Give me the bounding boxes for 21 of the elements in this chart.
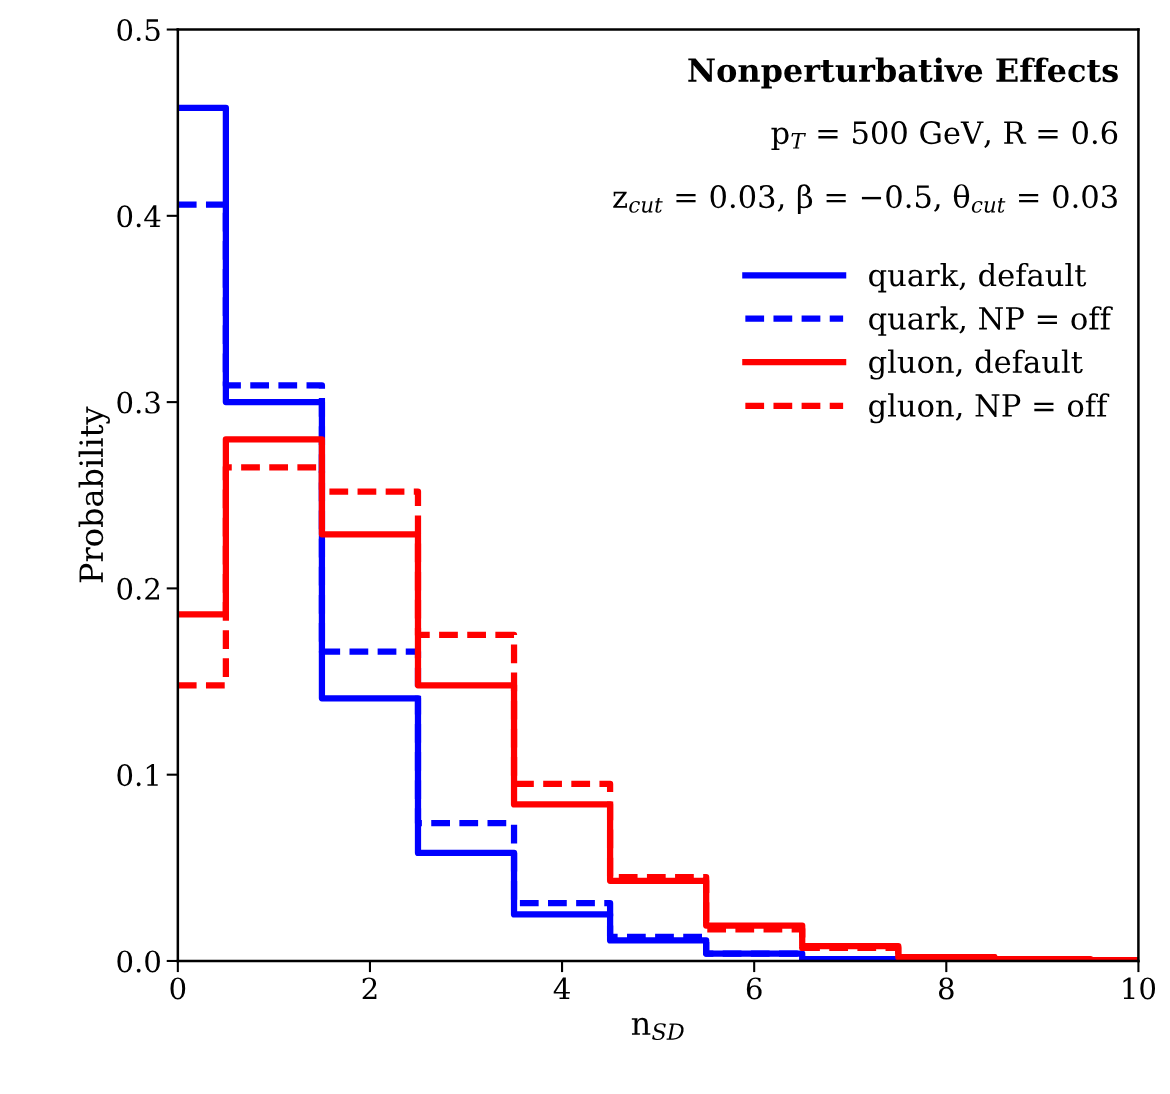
annotation: z$_{cut}$ = 0.03, β = −0.5, θ$_{cut}$ = 0.03	[613, 184, 1117, 215]
legend-label: quark, default	[869, 262, 1087, 293]
x-tick-label: 6	[746, 977, 762, 1000]
y-axis-title: Probability	[78, 406, 110, 583]
x-tick-label: 8	[938, 977, 954, 1000]
x-tick-label: 0	[170, 977, 186, 1000]
y-tick-label: 0.3	[117, 391, 160, 414]
x-tick-label: 10	[1123, 977, 1156, 1000]
x-tick-label: 2	[362, 977, 377, 1000]
y-tick-label: 0.4	[117, 205, 161, 228]
legend-label: gluon, default	[869, 349, 1083, 380]
legend-label: gluon, NP = off	[869, 393, 1110, 424]
annotation: p$_{T}$ = 500 GeV, R = 0.6	[771, 121, 1118, 151]
text: Nonperturbative Effects	[688, 57, 1118, 89]
x-tick-label: 4	[553, 977, 570, 1000]
y-tick-label: 0.5	[117, 18, 160, 42]
y-tick-label: 0.1	[117, 764, 158, 787]
y-tick-label: 0.2	[117, 577, 160, 600]
legend-label: quark, NP = off	[869, 306, 1113, 336]
x-axis-title: n$_{SD}$	[631, 1017, 684, 1041]
y-tick-label: 0.0	[117, 950, 160, 973]
